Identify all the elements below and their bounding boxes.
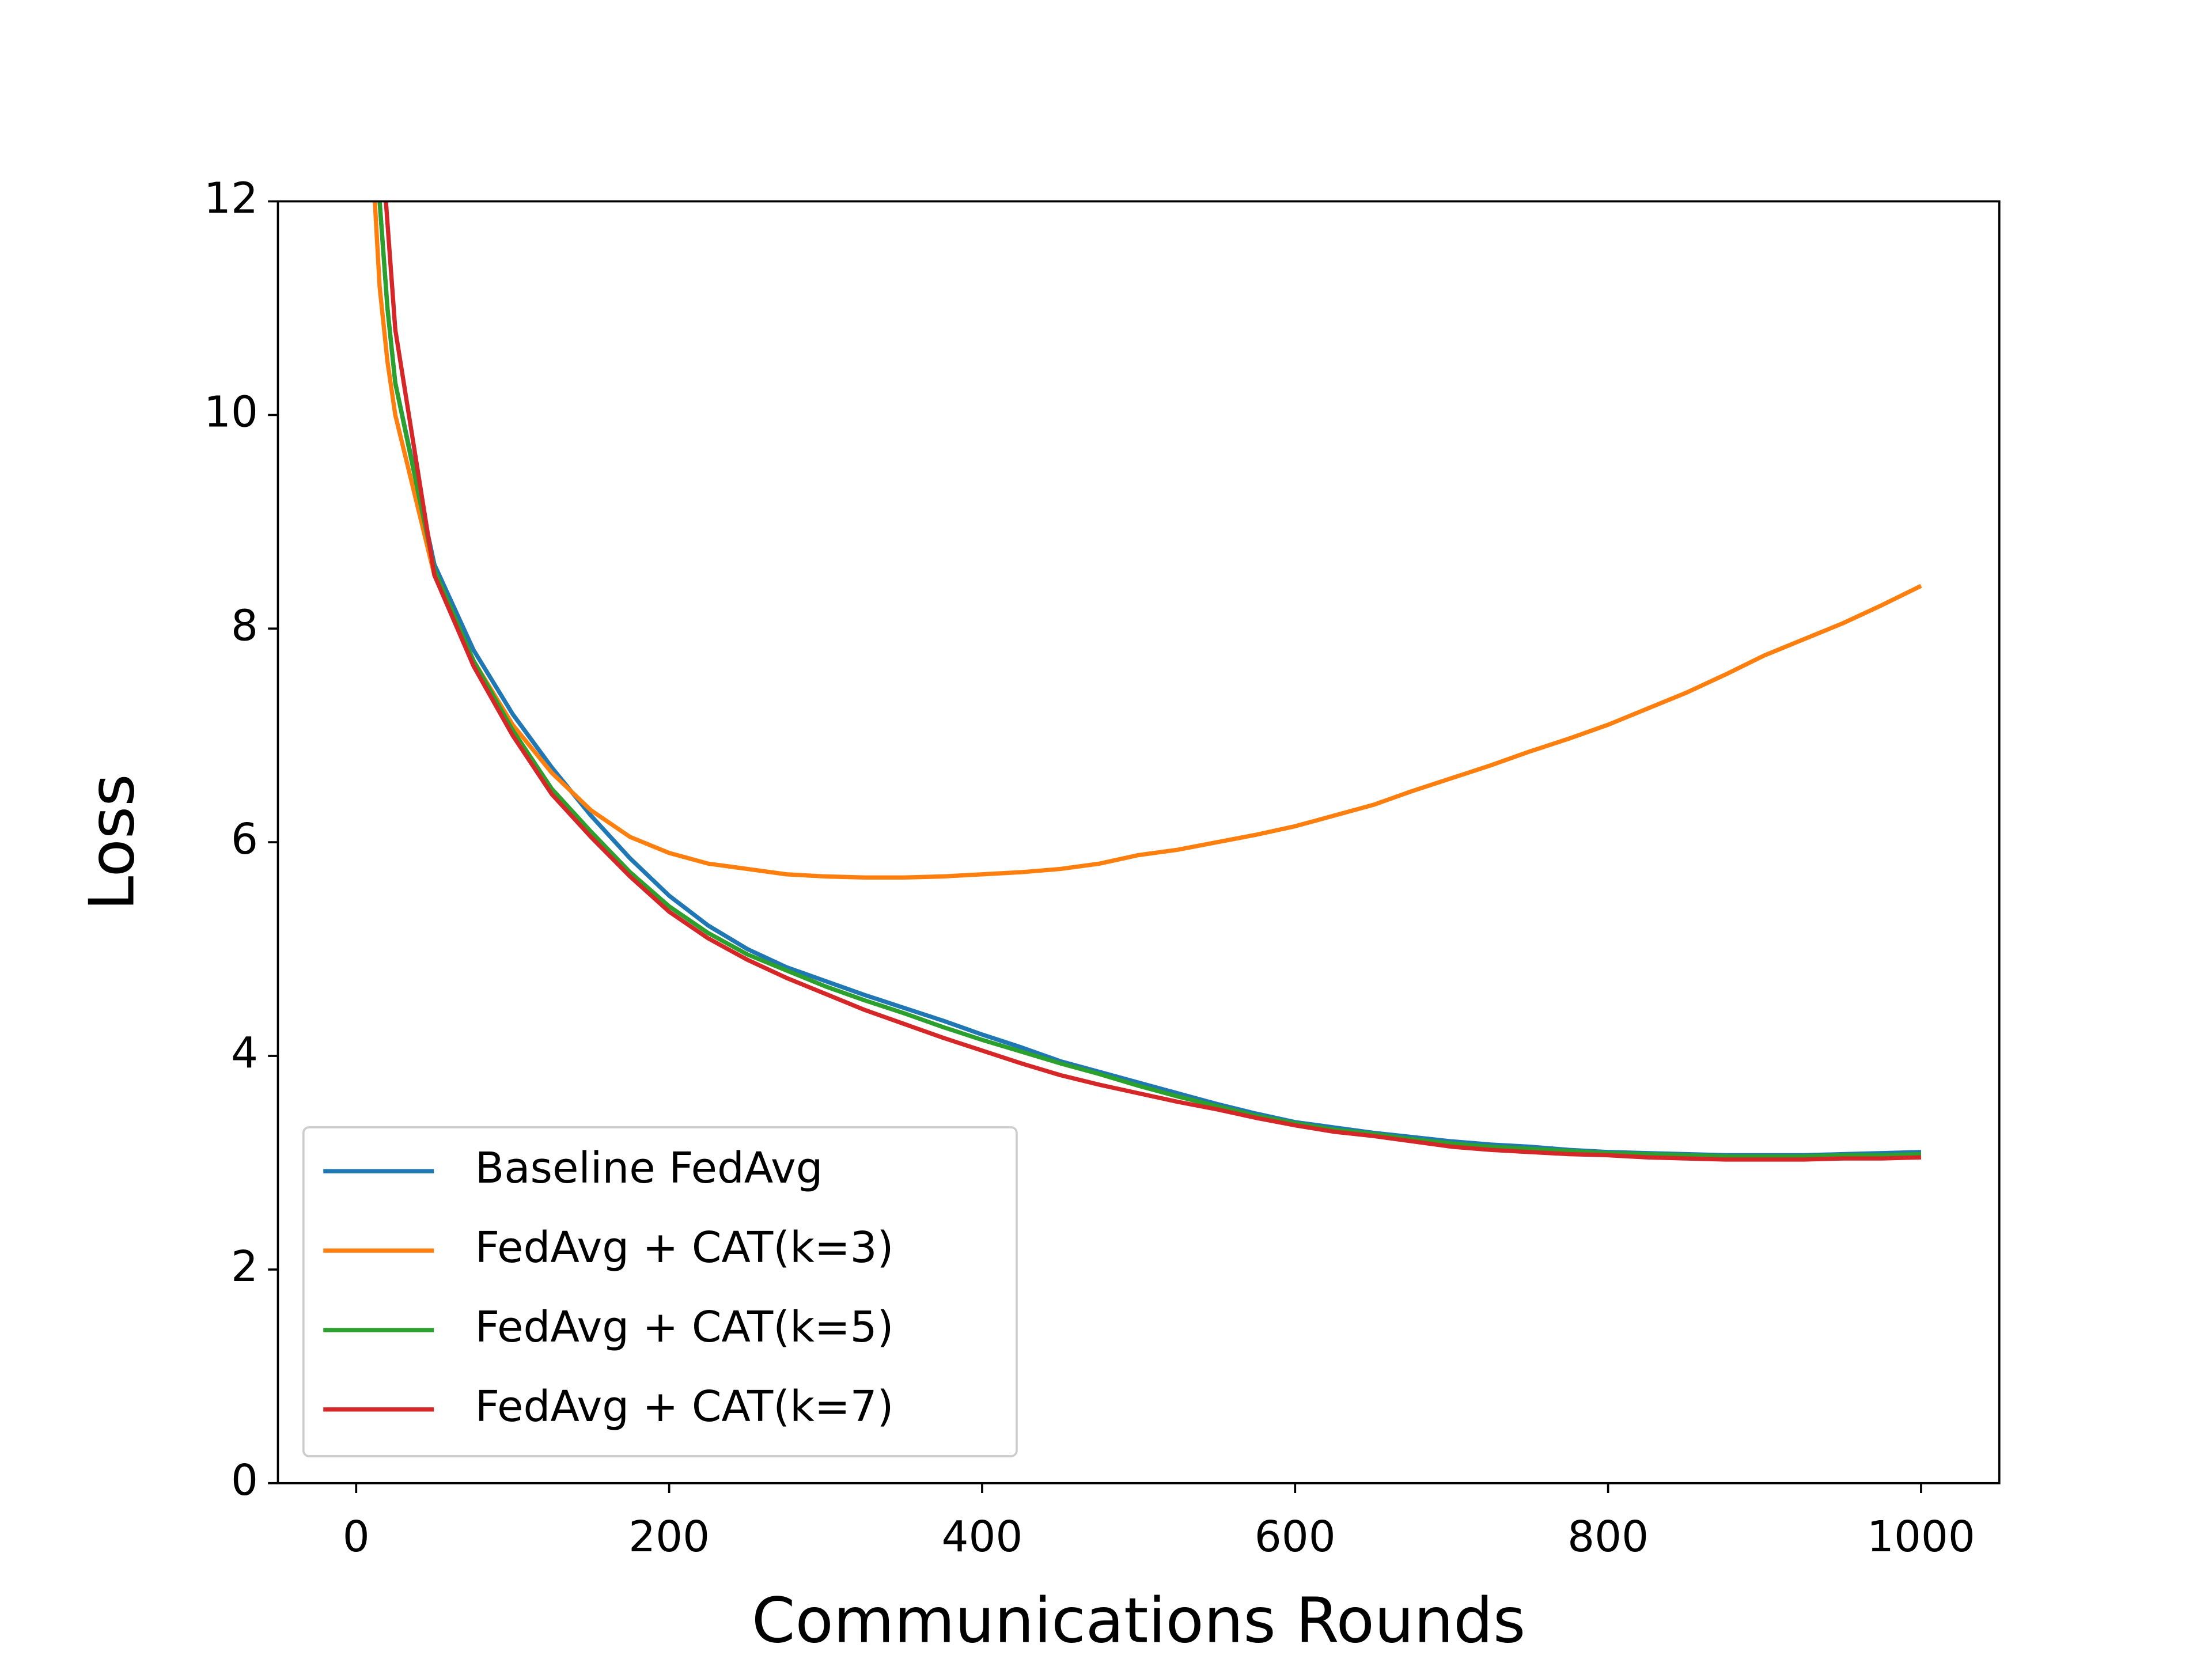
plot-frame [276, 200, 2001, 1484]
series-line [377, 201, 1922, 1158]
y-tick-label: 2 [231, 1242, 258, 1291]
series-line [372, 201, 1922, 880]
y-tick-label: 6 [231, 815, 258, 864]
x-tick-label: 200 [628, 1512, 710, 1562]
x-tick-label: 400 [941, 1512, 1022, 1562]
y-tick-label: 12 [204, 174, 258, 224]
y-tick-label: 4 [231, 1028, 258, 1078]
x-tick-label: 800 [1567, 1512, 1649, 1562]
legend-box [302, 1126, 1018, 1457]
x-tick-label: 600 [1255, 1512, 1336, 1562]
y-tick-label: 10 [204, 387, 258, 437]
x-axis-label: Communications Rounds [752, 1584, 1526, 1657]
legend-label: Baseline FedAvg [475, 1143, 823, 1193]
legend-label: FedAvg + CAT(k=7) [475, 1382, 894, 1431]
y-axis-label: Loss [75, 774, 149, 911]
x-tick-label: 0 [343, 1512, 370, 1562]
legend-label: FedAvg + CAT(k=5) [475, 1302, 894, 1352]
series-line [377, 201, 1922, 1159]
series-line [384, 201, 1922, 1162]
y-tick-label: 0 [231, 1456, 258, 1505]
plot-lines [372, 201, 1922, 1162]
legend-label: FedAvg + CAT(k=3) [475, 1223, 894, 1272]
y-tick-label: 8 [231, 601, 258, 650]
x-tick-label: 1000 [1867, 1512, 1975, 1562]
